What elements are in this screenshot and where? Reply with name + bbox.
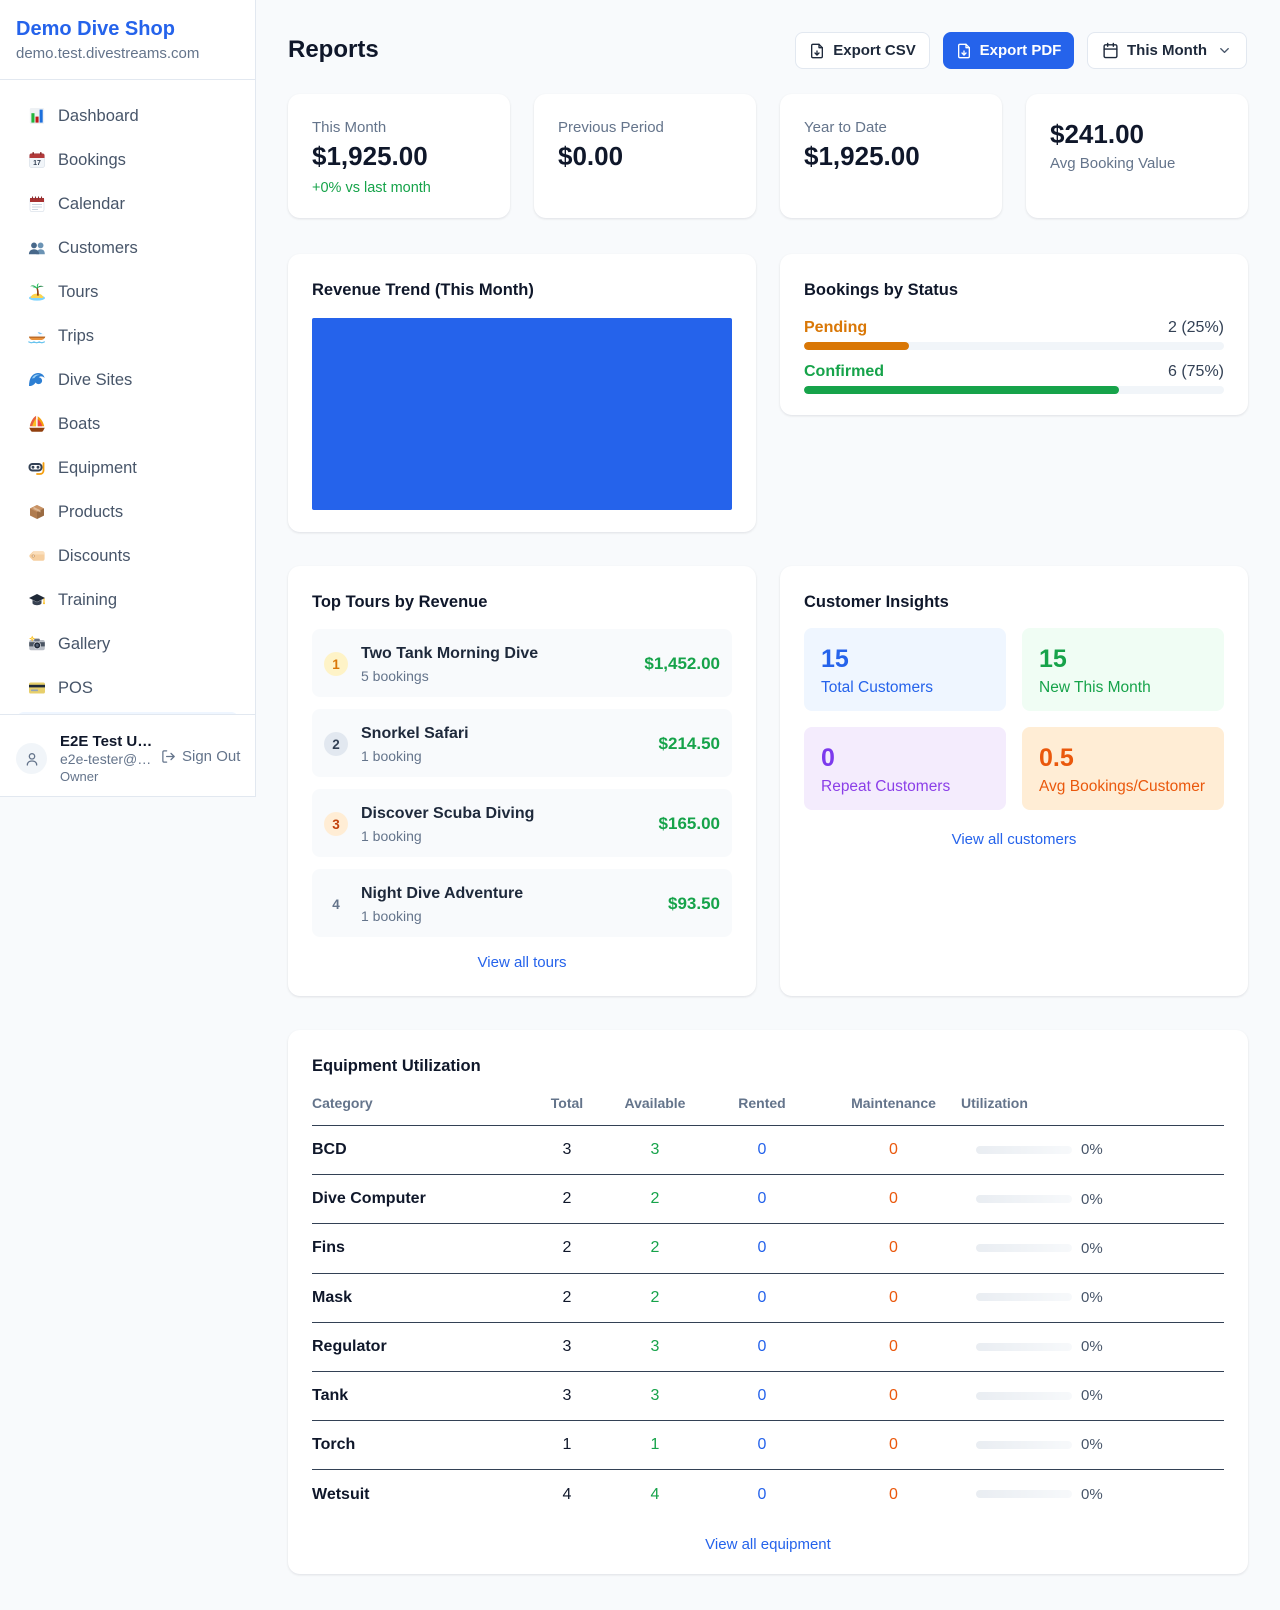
svg-text:17: 17: [33, 160, 41, 167]
